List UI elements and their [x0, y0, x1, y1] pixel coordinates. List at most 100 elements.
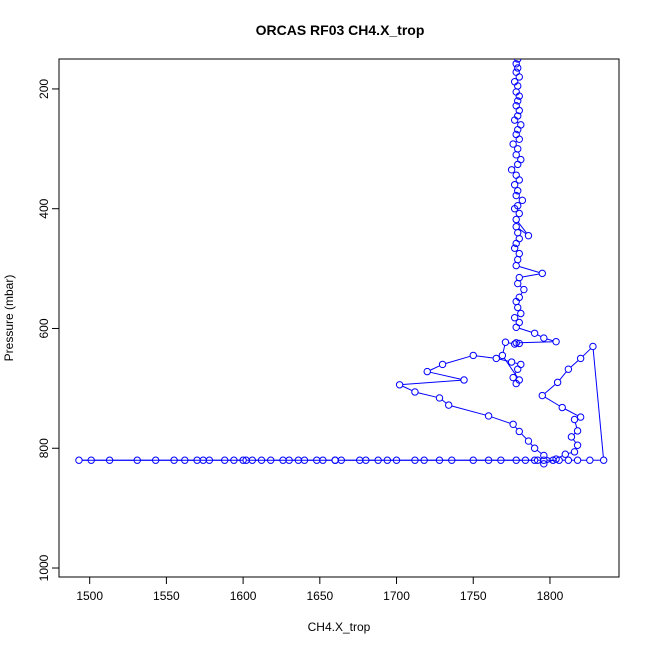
data-point — [510, 244, 519, 252]
data-point — [564, 365, 573, 373]
data-point — [509, 373, 517, 382]
series-segment — [519, 341, 553, 344]
y-tick-label: 400 — [37, 198, 51, 218]
data-point — [509, 140, 517, 148]
data-point — [530, 444, 539, 452]
series-segment — [402, 379, 461, 386]
data-point — [515, 176, 523, 184]
data-point — [512, 171, 520, 179]
plot-frame — [58, 58, 620, 578]
series-segment — [429, 365, 440, 371]
data-point — [510, 340, 519, 348]
series-segment — [514, 371, 517, 376]
data-point — [514, 279, 522, 288]
data-point — [518, 196, 527, 205]
series-segment — [522, 273, 540, 278]
data-point — [540, 451, 548, 460]
y-tick-label: 200 — [37, 79, 51, 99]
data-point — [514, 125, 522, 134]
x-axis-label: CH4.X_trop — [308, 620, 371, 634]
data-point — [514, 160, 522, 169]
data-point — [133, 456, 141, 464]
data-point — [230, 456, 238, 464]
data-point — [512, 191, 520, 200]
data-point — [512, 339, 520, 347]
data-point — [515, 273, 523, 282]
data-point — [514, 255, 522, 264]
data-point — [538, 391, 546, 400]
data-point — [484, 412, 493, 420]
series-segment — [582, 348, 591, 357]
data-point — [573, 441, 582, 449]
data-point — [570, 448, 579, 456]
y-axis-label: Pressure (mbar) — [2, 275, 16, 362]
data-point — [514, 228, 522, 237]
data-point — [515, 73, 523, 81]
data-point — [512, 239, 520, 248]
series-segment — [514, 426, 518, 430]
data-point — [552, 337, 560, 346]
data-point — [599, 456, 608, 464]
data-point — [514, 64, 522, 72]
data-point — [510, 205, 519, 213]
data-point — [239, 456, 247, 464]
series-segment — [536, 449, 542, 454]
series-segment — [546, 456, 551, 460]
series-segment — [537, 334, 542, 338]
data-point — [515, 427, 523, 436]
data-point — [515, 106, 523, 115]
y-tick-label: 600 — [37, 318, 51, 338]
series-segment — [519, 327, 532, 333]
data-point — [392, 456, 401, 464]
data-point — [515, 209, 523, 218]
series-segment — [499, 358, 509, 362]
series-segment — [445, 355, 471, 364]
series-segment — [521, 433, 527, 440]
data-point — [460, 376, 468, 384]
data-point — [515, 135, 523, 143]
data-point — [497, 456, 505, 464]
data-point — [469, 456, 477, 464]
data-point — [524, 231, 533, 240]
data-point — [515, 339, 523, 348]
data-point — [524, 437, 533, 445]
x-axis: 1500 1550 1600 1650 1700 1750 1800 — [76, 577, 564, 603]
series-segment — [491, 416, 511, 424]
data-point — [395, 381, 404, 389]
data-point — [570, 415, 579, 424]
series-segment — [572, 439, 577, 443]
data-point — [507, 358, 516, 366]
data-point — [576, 413, 585, 421]
data-point — [151, 456, 160, 464]
x-tick-label: 1600 — [230, 589, 257, 603]
series-segment — [574, 422, 578, 428]
series-segment — [519, 266, 540, 273]
series-segment — [559, 371, 567, 381]
data-point — [411, 456, 419, 464]
data-point — [514, 59, 522, 63]
series-segment — [517, 221, 527, 234]
data-point — [540, 334, 548, 342]
data-point — [514, 365, 522, 373]
data-point — [540, 460, 548, 468]
series-segment — [441, 399, 447, 404]
data-point — [469, 351, 477, 360]
data-point — [512, 323, 520, 331]
series-segment — [514, 362, 518, 365]
data-point — [444, 401, 453, 409]
series-segment — [402, 385, 413, 392]
data-point — [561, 450, 570, 458]
data-point — [517, 309, 525, 318]
data-point — [294, 456, 303, 464]
series-segment — [476, 355, 494, 359]
data-point — [517, 121, 525, 129]
series-segment — [546, 338, 554, 342]
data-point — [507, 166, 516, 174]
data-point — [517, 360, 525, 369]
data-point — [435, 394, 444, 402]
y-axis: 200 400 600 800 1000 — [37, 79, 59, 581]
data-point — [279, 456, 287, 464]
data-point — [75, 456, 83, 464]
x-tick-label: 1750 — [460, 589, 487, 603]
data-point — [530, 456, 539, 464]
